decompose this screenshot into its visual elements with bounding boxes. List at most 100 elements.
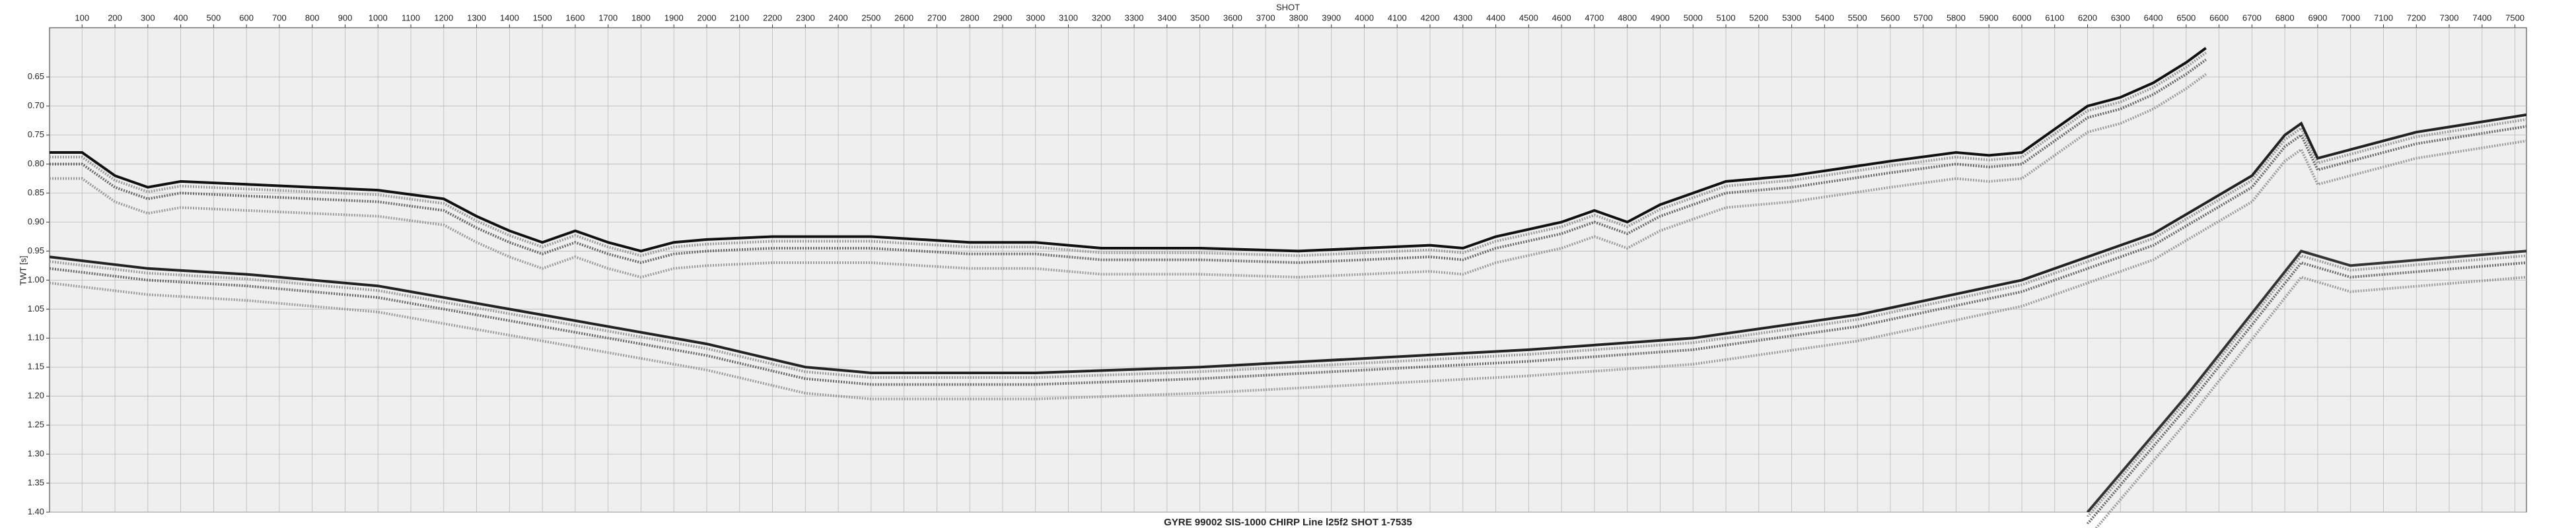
x-tick-label: 4400	[1486, 13, 1505, 22]
x-tick-label: 1700	[598, 13, 618, 22]
y-tick-label: 0.95	[28, 246, 44, 255]
x-tick-label: 4800	[1618, 13, 1637, 22]
x-tick-label: 4200	[1421, 13, 1440, 22]
y-tick-label: 0.70	[28, 100, 44, 110]
y-tick-label: 1.05	[28, 304, 44, 314]
x-tick-label: 3900	[1322, 13, 1341, 22]
y-tick-label: 1.40	[28, 506, 44, 516]
x-tick-label: 700	[272, 13, 287, 22]
x-tick-label: 6800	[2275, 13, 2295, 22]
reflector-line	[2086, 249, 2526, 512]
reflector-echo	[2094, 275, 2526, 528]
x-tick-label: 2000	[698, 13, 717, 22]
x-tick-label: 5500	[1848, 13, 1867, 22]
x-tick-label: 4700	[1585, 13, 1604, 22]
x-tick-label: 2400	[829, 13, 848, 22]
y-tick-label: 1.30	[28, 449, 44, 459]
x-tick-label: 4900	[1651, 13, 1670, 22]
x-tick-label: 6700	[2242, 13, 2262, 22]
x-tick-label: 5700	[1914, 13, 1933, 22]
x-tick-label: 7300	[2440, 13, 2459, 22]
y-tick-label: 0.65	[28, 71, 44, 81]
x-tick-label: 1900	[664, 13, 684, 22]
x-tick-label: 6400	[2144, 13, 2163, 22]
x-tick-label: 6600	[2209, 13, 2229, 22]
x-tick-label: 1200	[434, 13, 453, 22]
y-tick-label: 1.15	[28, 362, 44, 372]
x-tick-label: 6900	[2308, 13, 2327, 22]
x-tick-label: 100	[75, 13, 89, 22]
reflector-echo	[2086, 254, 2526, 517]
x-tick-label: 3300	[1125, 13, 1144, 22]
x-tick-label: 3700	[1256, 13, 1275, 22]
y-tick-label: 1.20	[28, 391, 44, 401]
x-tick-label: 6000	[2013, 13, 2032, 22]
reflector-echo	[2086, 261, 2526, 524]
x-tick-label: 1100	[402, 13, 420, 22]
x-tick-label: 1000	[369, 13, 388, 22]
y-tick-label: 1.00	[28, 275, 44, 284]
x-tick-label: 5900	[1980, 13, 1999, 22]
x-tick-label: 2700	[927, 13, 947, 22]
x-tick-label: 1400	[500, 13, 519, 22]
y-tick-label: 1.35	[28, 477, 44, 487]
x-tick-label: 5400	[1815, 13, 1834, 22]
y-tick-label: 0.80	[28, 158, 44, 168]
x-tick-label: 4000	[1355, 13, 1374, 22]
y-tick-label: 0.75	[28, 129, 44, 139]
x-tick-label: 5100	[1717, 13, 1736, 22]
x-tick-label: 1300	[467, 13, 486, 22]
x-tick-label: 3600	[1223, 13, 1242, 22]
plot-area	[49, 27, 2527, 513]
x-tick-label: 1800	[631, 13, 651, 22]
x-tick-label: 4100	[1388, 13, 1407, 22]
x-tick-label: 600	[239, 13, 254, 22]
x-tick-label: 6300	[2111, 13, 2130, 22]
x-tick-label: 6500	[2176, 13, 2196, 22]
x-tick-label: 2300	[796, 13, 815, 22]
x-tick-label: 200	[108, 13, 122, 22]
reflector-echo	[50, 73, 2207, 279]
x-tick-label: 3100	[1059, 13, 1078, 22]
x-tick-label: 3200	[1092, 13, 1111, 22]
x-tick-label: 5800	[1947, 13, 1966, 22]
reflector-echo	[50, 51, 2207, 257]
reflector-line	[50, 113, 2526, 374]
x-tick-label: 2800	[960, 13, 980, 22]
y-tick-label: 0.85	[28, 187, 44, 197]
x-tick-label: 6200	[2078, 13, 2097, 22]
x-tick-label: 300	[141, 13, 155, 22]
x-tick-label: 1600	[565, 13, 585, 22]
x-tick-label: 400	[174, 13, 188, 22]
x-tick-label: 900	[338, 13, 353, 22]
chart-title: GYRE 99002 SIS-1000 CHIRP Line l25f2 SHO…	[1164, 517, 1412, 528]
x-tick-label: 2600	[894, 13, 913, 22]
x-tick-label: 2200	[763, 13, 782, 22]
x-tick-label: 1500	[533, 13, 552, 22]
x-tick-label: 2100	[730, 13, 749, 22]
x-tick-label: 5200	[1749, 13, 1768, 22]
x-tick-label: 4600	[1552, 13, 1571, 22]
x-tick-label: 3400	[1157, 13, 1176, 22]
reflector-echo	[50, 58, 2207, 265]
x-tick-label: 2900	[993, 13, 1012, 22]
x-axis-label: SHOT	[1276, 2, 1300, 12]
x-tick-label: 4300	[1453, 13, 1472, 22]
y-axis-label: TWT [s]	[18, 255, 28, 285]
x-tick-label: 500	[207, 13, 221, 22]
x-tick-label: 800	[305, 13, 320, 22]
x-tick-label: 2500	[861, 13, 880, 22]
x-tick-label: 7000	[2341, 13, 2360, 22]
x-tick-label: 5300	[1782, 13, 1801, 22]
x-tick-label: 7500	[2505, 13, 2524, 22]
x-tick-label: 4500	[1519, 13, 1538, 22]
reflector-line	[50, 47, 2207, 253]
x-tick-label: 7100	[2374, 13, 2393, 22]
y-tick-label: 1.10	[28, 333, 44, 343]
x-tick-label: 6100	[2045, 13, 2064, 22]
x-tick-label: 7400	[2472, 13, 2491, 22]
x-tick-label: 7200	[2407, 13, 2426, 22]
y-tick-label: 1.25	[28, 420, 44, 430]
y-tick-label: 0.90	[28, 216, 44, 226]
